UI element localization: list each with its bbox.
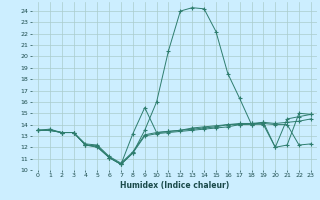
X-axis label: Humidex (Indice chaleur): Humidex (Indice chaleur) <box>120 181 229 190</box>
